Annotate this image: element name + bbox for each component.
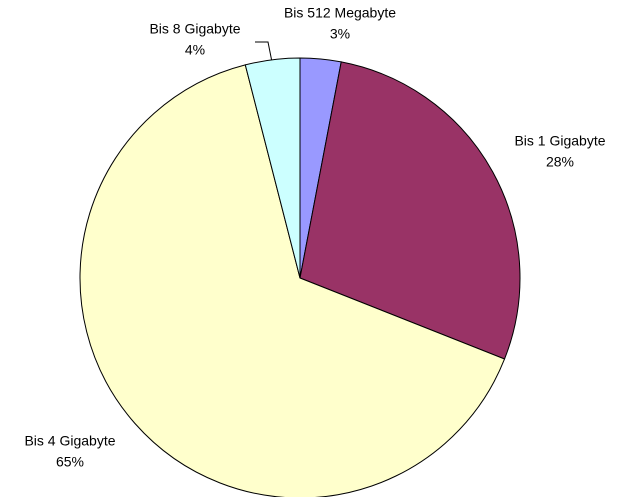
pie-slice	[79, 64, 506, 497]
leader-line	[255, 41, 273, 63]
slice-value: 3%	[330, 26, 350, 42]
slice-value: 4%	[185, 42, 205, 58]
pie-slice	[299, 61, 521, 360]
slice-label: Bis 8 Gigabyte	[149, 21, 240, 37]
slice-value: 65%	[56, 454, 84, 470]
slice-label: Bis 1 Gigabyte	[514, 133, 605, 149]
slice-label: Bis 4 Gigabyte	[24, 433, 115, 449]
slice-value: 28%	[546, 154, 574, 170]
slice-label: Bis 512 Megabyte	[284, 5, 396, 21]
pie-slice	[244, 57, 301, 279]
